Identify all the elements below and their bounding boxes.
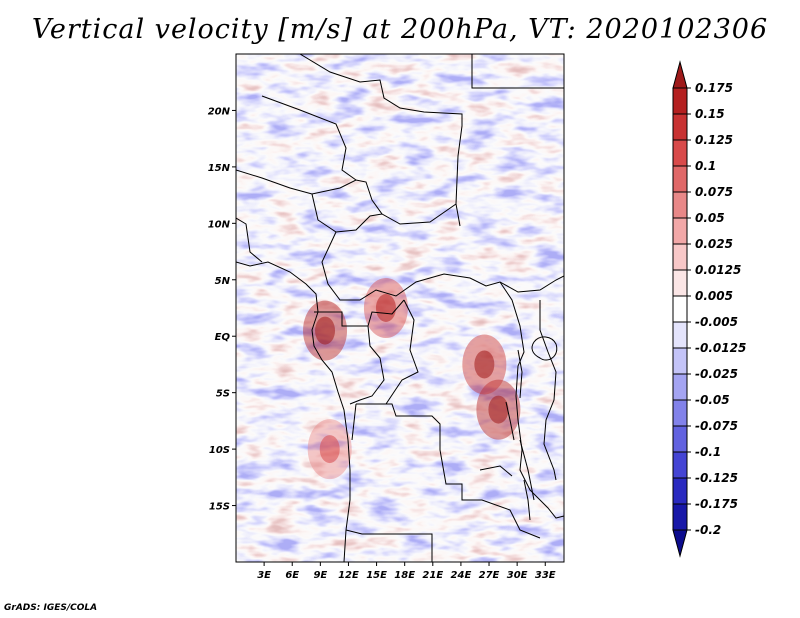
x-tick-label: 24E <box>451 570 472 581</box>
y-tick-label: 5S <box>216 389 230 400</box>
colorbar-label: 0.025 <box>695 237 733 251</box>
colorbar-label: 0.125 <box>695 133 733 147</box>
colorbar-label: -0.2 <box>695 523 721 537</box>
updraft-core <box>375 294 396 322</box>
y-tick-label: 15N <box>208 163 231 174</box>
colorbar-label: -0.0125 <box>695 341 746 355</box>
colorbar-segment <box>672 217 688 245</box>
y-tick-label: 10N <box>208 219 231 230</box>
x-tick-label: 21E <box>422 570 443 581</box>
y-tick-label: 10S <box>209 445 230 456</box>
y-axis-labels: 20N 15N 10N 5N EQ 5S 10S 15S <box>208 106 231 512</box>
colorbar-segment <box>672 87 688 115</box>
y-tick-label: 20N <box>208 106 231 117</box>
x-tick-label: 27E <box>479 570 500 581</box>
colorbar <box>672 60 688 558</box>
y-tick-label: 15S <box>209 502 230 513</box>
colorbar-segment <box>672 425 688 453</box>
colorbar-segment <box>672 191 688 219</box>
colorbar-segment <box>672 321 688 349</box>
axis-ticks <box>232 109 546 566</box>
colorbar-label: -0.025 <box>695 367 738 381</box>
colorbar-label: 0.1 <box>695 159 716 173</box>
x-tick-label: 33E <box>535 570 556 581</box>
updraft-core <box>315 316 336 345</box>
colorbar-segment <box>672 477 688 505</box>
x-tick-label: 18E <box>394 570 415 581</box>
velocity-field <box>236 54 564 562</box>
x-tick-label: 6E <box>285 570 299 581</box>
y-tick-label: 5N <box>215 276 231 287</box>
updraft-core <box>319 435 340 464</box>
updraft-core <box>474 350 495 379</box>
colorbar-label: -0.1 <box>695 445 721 459</box>
x-tick-label: 12E <box>338 570 359 581</box>
colorbar-segment <box>672 373 688 401</box>
colorbar-segment <box>672 60 688 89</box>
colorbar-label: 0.0125 <box>695 263 741 277</box>
colorbar-segment <box>672 503 688 531</box>
x-axis-labels: 3E 6E 9E 12E 15E 18E 21E 24E 27E 30E 33E <box>257 570 556 581</box>
colorbar-labels: 0.175 0.15 0.125 0.1 0.075 0.05 0.025 0.0125 0.0… <box>687 81 746 537</box>
colorbar-label: -0.175 <box>695 497 738 511</box>
colorbar-segment <box>672 399 688 427</box>
x-tick-label: 15E <box>366 570 387 581</box>
y-tick-label: EQ <box>215 332 231 343</box>
colorbar-segment <box>672 295 688 323</box>
colorbar-label: 0.05 <box>695 211 725 225</box>
x-tick-label: 9E <box>313 570 327 581</box>
colorbar-segment <box>672 243 688 271</box>
colorbar-segment <box>672 269 688 297</box>
colorbar-label: -0.075 <box>695 419 738 433</box>
colorbar-label: 0.175 <box>695 81 733 95</box>
colorbar-segment <box>672 451 688 479</box>
colorbar-label: -0.125 <box>695 471 738 485</box>
colorbar-label: 0.075 <box>695 185 733 199</box>
colorbar-label: 0.15 <box>695 107 725 121</box>
grads-credit: GrADS: IGES/COLA <box>4 603 98 613</box>
chart-title: Vertical velocity [m/s] at 200hPa, VT: 2… <box>31 14 769 45</box>
x-tick-label: 3E <box>257 570 271 581</box>
updraft-core <box>488 395 509 424</box>
map-frame <box>235 53 565 563</box>
colorbar-label: -0.005 <box>695 315 738 329</box>
colorbar-segment <box>672 165 688 193</box>
map-borders <box>236 54 564 562</box>
x-tick-label: 30E <box>507 570 528 581</box>
colorbar-label: -0.05 <box>695 393 730 407</box>
colorbar-label: 0.005 <box>695 289 733 303</box>
colorbar-segment <box>672 529 688 558</box>
colorbar-segment <box>672 139 688 167</box>
colorbar-segment <box>672 113 688 141</box>
colorbar-segment <box>672 347 688 375</box>
